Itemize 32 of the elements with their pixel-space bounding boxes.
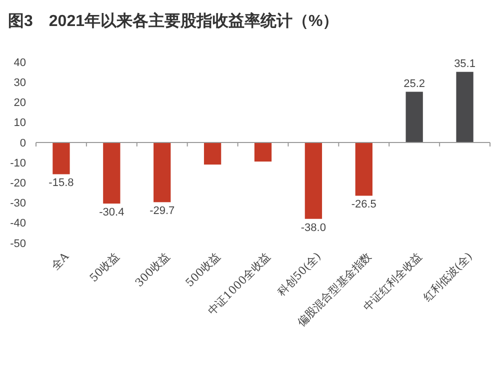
- y-tick-label: 20: [14, 97, 26, 110]
- data-label: -15.8: [48, 177, 74, 190]
- y-tick-label: 0: [20, 137, 26, 150]
- y-tick-label: 40: [14, 56, 26, 69]
- y-tick-label: -10: [10, 157, 26, 170]
- y-tick-label: 30: [14, 76, 26, 89]
- bar: [254, 142, 272, 162]
- x-tick-label: 全A: [48, 249, 72, 273]
- bar: [456, 72, 474, 142]
- bar: [355, 142, 372, 196]
- chart-title: 图3 2021年以来各主要股指收益率统计（%）: [8, 11, 339, 30]
- bar: [406, 92, 423, 142]
- x-tick-label: 300收益: [132, 250, 172, 290]
- bar: [304, 142, 322, 219]
- x-tick-label: 红利低波(全): [420, 250, 475, 304]
- bar: [103, 142, 120, 204]
- x-tick-label: 500收益: [183, 250, 223, 290]
- data-label: -30.4: [99, 206, 124, 219]
- data-label: -29.7: [150, 205, 175, 218]
- x-tick-label: 50收益: [87, 250, 122, 285]
- y-tick-label: -40: [10, 218, 26, 230]
- data-label: -26.5: [351, 198, 376, 211]
- y-tick-label: 10: [14, 117, 26, 130]
- data-label: -38.0: [300, 222, 326, 234]
- y-tick-label: -20: [10, 178, 26, 190]
- data-label: 35.1: [454, 58, 476, 70]
- y-tick-label: -50: [10, 238, 26, 250]
- bar: [204, 142, 222, 165]
- bar: [154, 142, 171, 202]
- bar: [52, 142, 70, 174]
- data-label: 25.2: [404, 78, 426, 90]
- y-tick-label: -30: [10, 198, 26, 210]
